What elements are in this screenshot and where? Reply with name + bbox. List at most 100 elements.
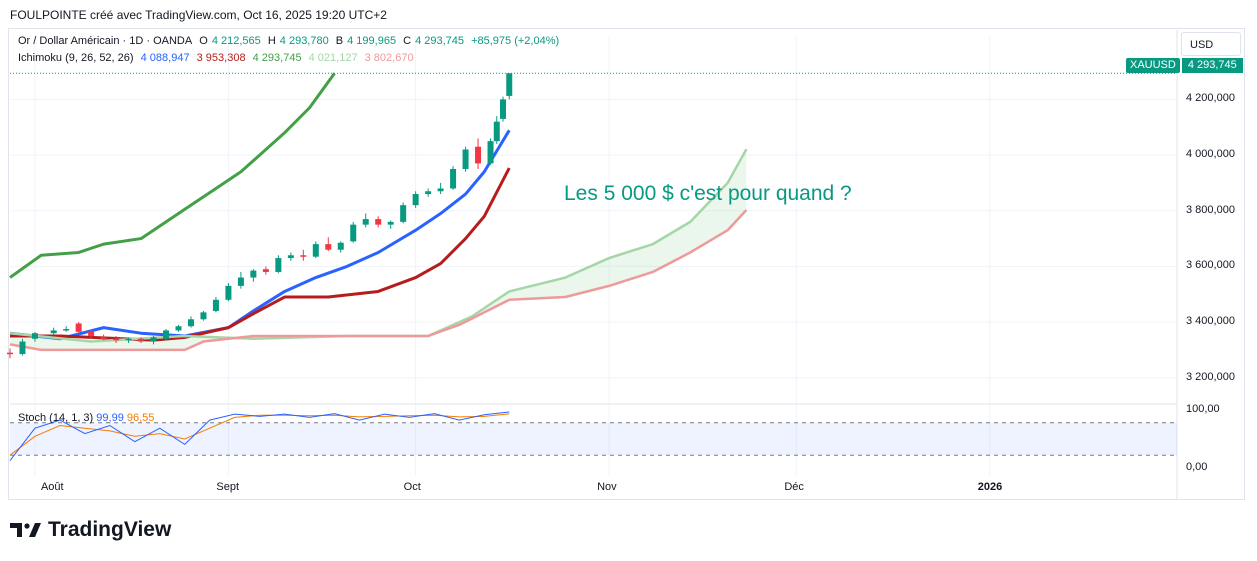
candle-body [187,319,194,327]
candle-body [493,121,500,142]
x-tick-label: Nov [597,481,617,493]
candle-body [125,338,132,341]
candle-body [75,323,82,332]
candle-body [50,330,57,334]
open-key: O [199,35,208,47]
candle-body [31,333,38,339]
candle-body [337,242,344,250]
candle-body [150,337,157,342]
candle-body [113,338,120,341]
candle-body [200,312,207,320]
candle-body [400,205,407,222]
candle-body [506,73,513,96]
chikou-value: 4 293,745 [252,52,302,64]
kijun-value: 3 953,308 [196,52,246,64]
candle-body [475,146,482,164]
candle-body [275,258,282,272]
ichimoku-legend: Ichimoku (9, 26, 52, 26) 4 088,947 3 953… [18,52,418,64]
stochastic-pane [9,411,1177,461]
high-value: 4 293,780 [279,35,329,47]
candle-body [300,255,307,257]
tradingview-logo[interactable]: TradingView [10,518,171,542]
ichimoku-lines [9,72,748,352]
candle-body [437,188,444,192]
y-tick-label: 4 000,000 [1186,148,1235,161]
senkou-a-value: 4 021,127 [308,52,358,64]
candle-body [412,194,419,206]
x-tick-label: Sept [216,481,240,493]
high-key: H [267,35,276,47]
stoch-title[interactable]: Stoch (14, 1, 3) [18,412,94,424]
y-tick-label: 3 800,000 [1186,203,1235,216]
candle-body [500,99,507,119]
symbol-name[interactable]: Or / Dollar Américain · 1D · OANDA [18,35,193,47]
candle-body [312,244,319,257]
candle-body [262,269,269,272]
candle-body [362,219,369,225]
series-chikou [9,72,336,279]
candle-body [350,224,357,242]
candle-body [287,255,294,259]
close-value: 4 293,745 [415,35,465,47]
ichimoku-label[interactable]: Ichimoku (9, 26, 52, 26) [18,52,134,64]
price-tag-symbol: XAUUSD [1126,58,1180,73]
tenkan-value: 4 088,947 [140,52,190,64]
chart-header: FOULPOINTE créé avec TradingView.com, Oc… [10,8,387,22]
candle-body [212,299,219,311]
candle-body [7,352,13,355]
candle-body [387,221,394,225]
x-tick-label: Déc [784,481,804,493]
candle-body [63,329,70,331]
candle-body [375,219,382,225]
senkou-b-value: 3 802,670 [364,52,414,64]
open-value: 4 212,565 [211,35,261,47]
candle-body [175,326,182,331]
candle-body [487,141,494,164]
stoch-d-line [9,413,510,456]
candle-body [100,337,107,339]
stoch-legend: Stoch (14, 1, 3) 99,99 96,55 [18,412,154,424]
candles [7,73,513,359]
candle-body [19,341,26,355]
stoch-d-value: 96,55 [126,412,155,424]
series-kijun [10,167,511,342]
grid [10,30,1178,499]
candle-body [225,285,232,300]
candle-body [88,331,95,336]
series-senkou-a [9,148,748,343]
low-key: B [335,35,344,47]
y-tick-label: 3 400,000 [1186,315,1235,328]
stoch-tick-100: 100,00 [1186,403,1220,415]
tradingview-wordmark: TradingView [48,518,172,541]
candle-body [163,330,170,339]
chart-frame [8,28,1245,500]
stoch-k-value: 99,99 [96,412,124,424]
candle-body [425,191,432,195]
low-value: 4 199,965 [347,35,397,47]
x-tick-label: 2026 [977,481,1003,493]
close-key: C [403,35,412,47]
last-price-tag: XAUUSD 4 293,745 [1126,58,1243,73]
candle-body [325,244,332,250]
x-tick-label: Août [40,481,64,493]
y-tick-label: 4 200,000 [1186,92,1235,105]
series-senkou-b [9,209,748,352]
candle-body [250,270,257,278]
y-tick-label: 3 600,000 [1186,259,1235,272]
candle-body [237,277,244,286]
y-tick-label: 3 200,000 [1186,370,1235,383]
candle-body [450,168,457,189]
stoch-band-fill [10,422,1177,456]
currency-selector[interactable]: USD [1181,32,1241,56]
x-tick-label: Oct [403,481,421,493]
tradingview-logo-icon [10,523,41,537]
series-tenkan [9,129,511,341]
candle-body [462,149,469,169]
chart-annotation[interactable]: Les 5 000 $ c'est pour quand ? [564,182,852,205]
stoch-k-line [9,411,510,461]
price-tag-value: 4 293,745 [1181,58,1243,73]
candle-body [138,338,145,342]
stoch-tick-0: 0,00 [1186,461,1208,473]
